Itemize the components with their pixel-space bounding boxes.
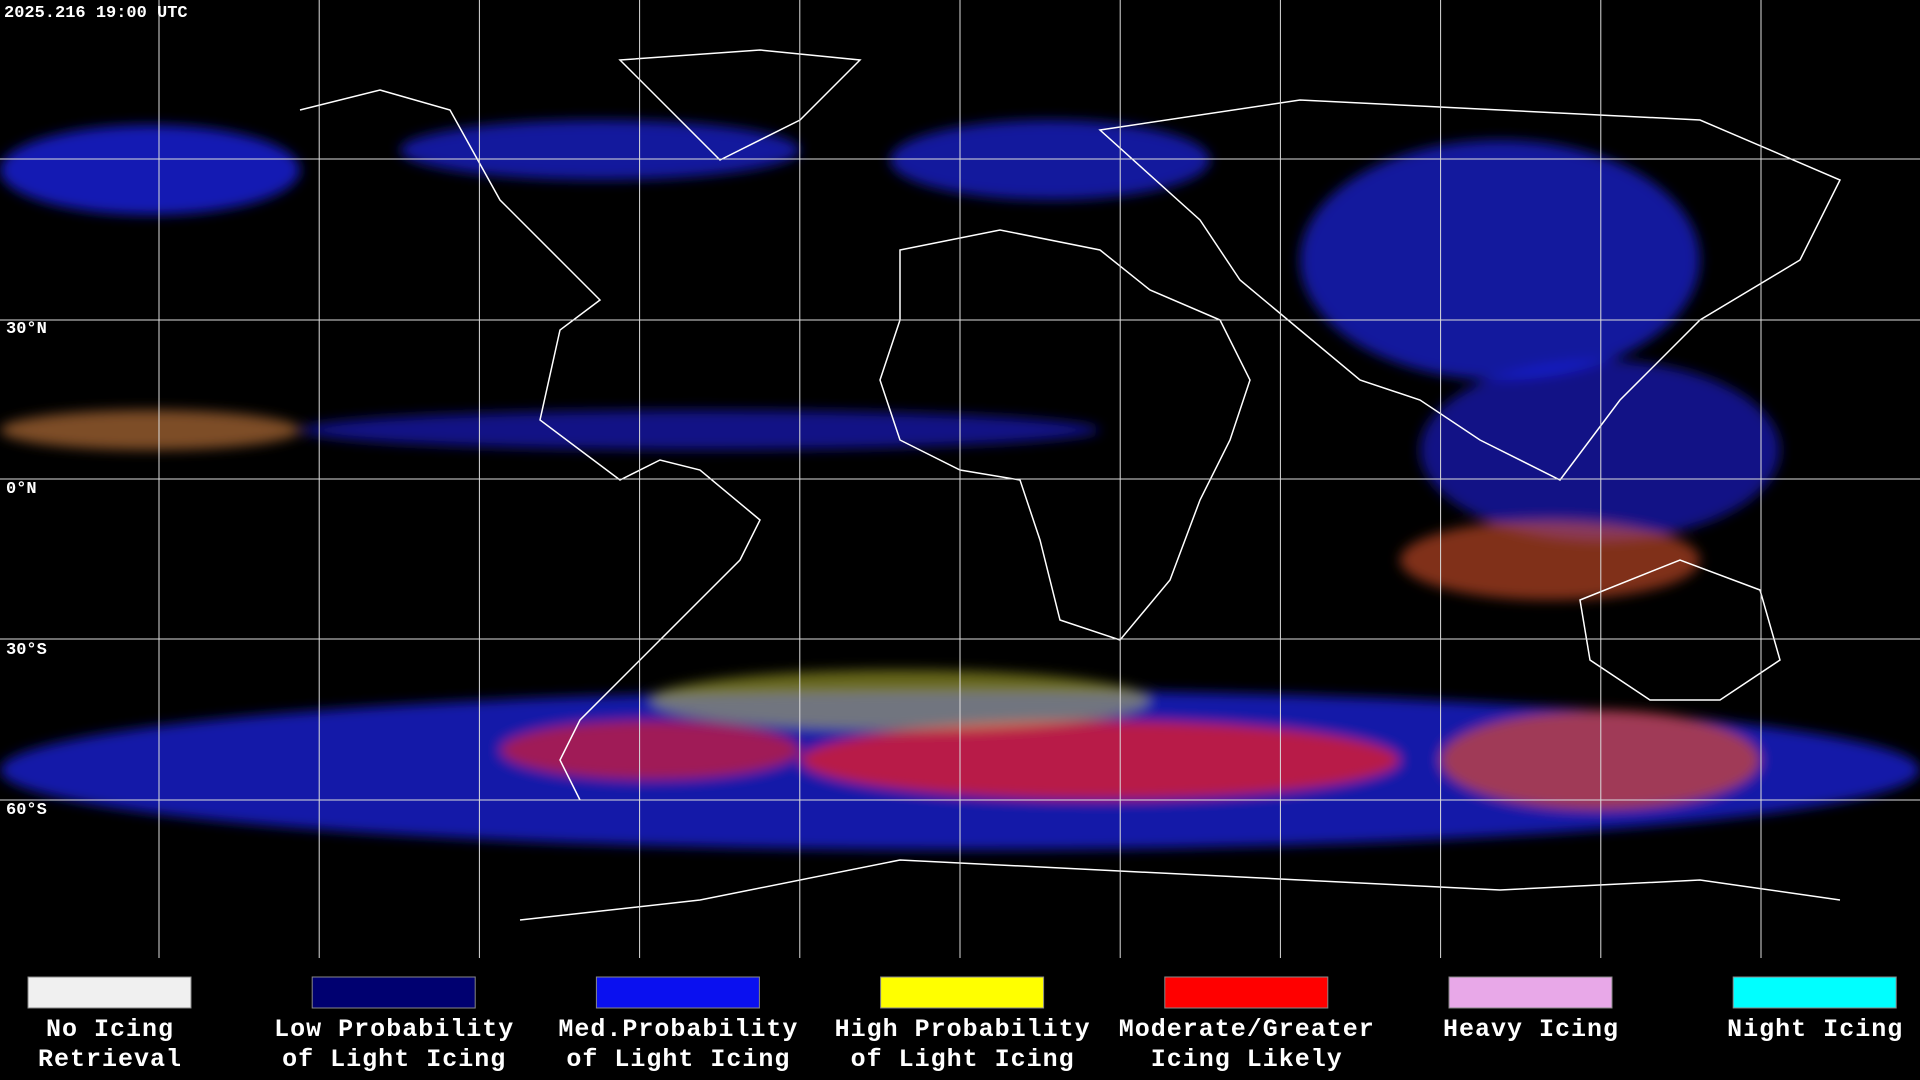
cloud bbox=[0, 125, 300, 215]
cloud bbox=[0, 410, 300, 450]
legend-label: Med.Probability bbox=[558, 1015, 798, 1044]
latitude-label: 30°S bbox=[6, 641, 47, 660]
legend-label: Night Icing bbox=[1727, 1015, 1903, 1044]
latitude-label: 60°S bbox=[6, 801, 47, 820]
legend-swatch bbox=[1732, 976, 1897, 1009]
cloud bbox=[650, 670, 1150, 730]
cloud bbox=[1400, 520, 1700, 600]
cloud bbox=[1300, 140, 1700, 380]
legend-label: Moderate/Greater bbox=[1119, 1015, 1375, 1044]
legend-label: of Light Icing bbox=[566, 1045, 790, 1074]
cloud bbox=[890, 120, 1210, 200]
latitude-label: 30°N bbox=[6, 320, 47, 339]
legend-swatch bbox=[27, 976, 192, 1009]
graticule bbox=[0, 0, 1920, 958]
cloud bbox=[1440, 710, 1760, 810]
latitude-label: 0°N bbox=[6, 480, 37, 499]
legend-label: Icing Likely bbox=[1151, 1045, 1343, 1074]
timestamp: 2025.216 19:00 UTC bbox=[4, 4, 188, 23]
legend-label: High Probability bbox=[835, 1015, 1091, 1044]
cloud bbox=[800, 720, 1400, 800]
legend-label: Low Probability bbox=[274, 1015, 514, 1044]
latitude-labels: 30°N 0°N 30°S 60°S bbox=[6, 320, 47, 820]
legend-swatch bbox=[311, 976, 476, 1009]
cloud bbox=[300, 410, 1100, 450]
coastline bbox=[879, 229, 1251, 641]
legend-label: of Light Icing bbox=[851, 1045, 1075, 1074]
coastline bbox=[1579, 559, 1781, 701]
legend-swatch bbox=[880, 976, 1045, 1009]
legend-swatch bbox=[595, 976, 760, 1009]
legend-swatch bbox=[1164, 976, 1329, 1009]
legend-label: Retrieval bbox=[38, 1045, 182, 1074]
legend-swatch bbox=[1448, 976, 1613, 1009]
legend-label: of Light Icing bbox=[282, 1045, 506, 1074]
legend-label: No Icing bbox=[46, 1015, 174, 1044]
coastline bbox=[519, 859, 1841, 921]
cloud bbox=[500, 720, 800, 780]
legend-label: Heavy Icing bbox=[1443, 1015, 1619, 1044]
cloud bbox=[400, 120, 800, 180]
cloud bbox=[1420, 360, 1780, 540]
coastline bbox=[1098, 99, 1842, 481]
